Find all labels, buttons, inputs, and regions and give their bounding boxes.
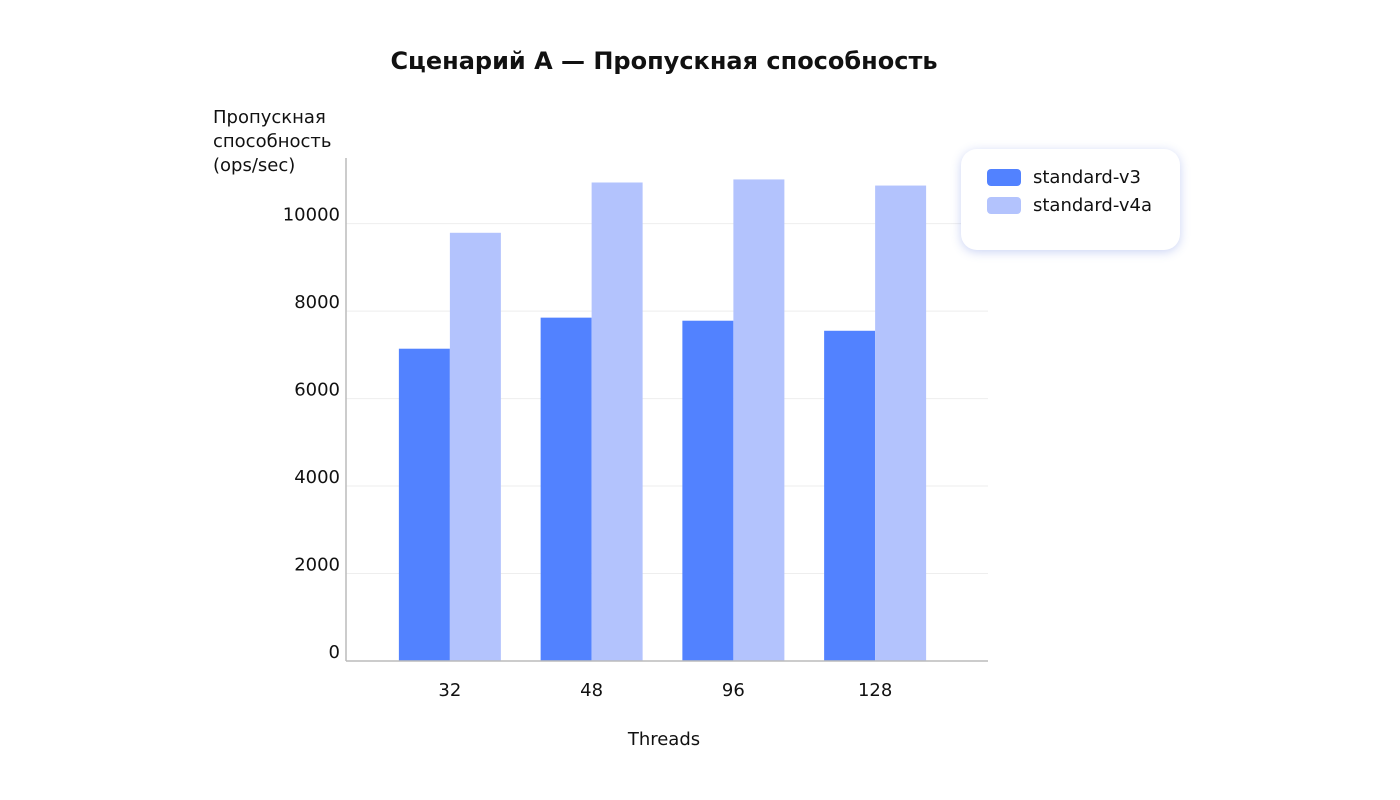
y-tick-label: 10000 bbox=[283, 205, 340, 226]
y-tick-label: 0 bbox=[329, 642, 340, 663]
legend-item: standard-v3 bbox=[987, 167, 1141, 188]
legend: standard-v3 standard-v4a bbox=[961, 149, 1180, 250]
x-tick-label: 96 bbox=[722, 680, 745, 701]
legend-label: standard-v3 bbox=[1033, 167, 1141, 188]
x-tick-label: 32 bbox=[438, 680, 461, 701]
bar bbox=[733, 179, 785, 661]
x-tick-label: 128 bbox=[858, 680, 892, 701]
bar bbox=[824, 330, 876, 661]
x-axis-title: Threads bbox=[627, 729, 700, 750]
bar bbox=[591, 182, 643, 662]
y-tick-label: 2000 bbox=[294, 555, 340, 576]
legend-item: standard-v4a bbox=[987, 195, 1152, 216]
legend-label: standard-v4a bbox=[1033, 195, 1152, 216]
legend-swatch bbox=[987, 197, 1021, 214]
x-tick-label: 48 bbox=[580, 680, 603, 701]
y-tick-label: 8000 bbox=[294, 292, 340, 313]
bar bbox=[875, 185, 927, 661]
bar bbox=[398, 348, 450, 661]
y-axis-title: Пропускная способность (ops/sec) bbox=[213, 107, 332, 176]
chart-title: Сценарий A — Пропускная способность bbox=[390, 47, 937, 75]
y-tick-label: 6000 bbox=[294, 380, 340, 401]
y-tick-label: 4000 bbox=[294, 467, 340, 488]
legend-swatch bbox=[987, 169, 1021, 186]
bar bbox=[540, 317, 592, 661]
bar bbox=[682, 320, 734, 661]
bar bbox=[449, 232, 501, 661]
